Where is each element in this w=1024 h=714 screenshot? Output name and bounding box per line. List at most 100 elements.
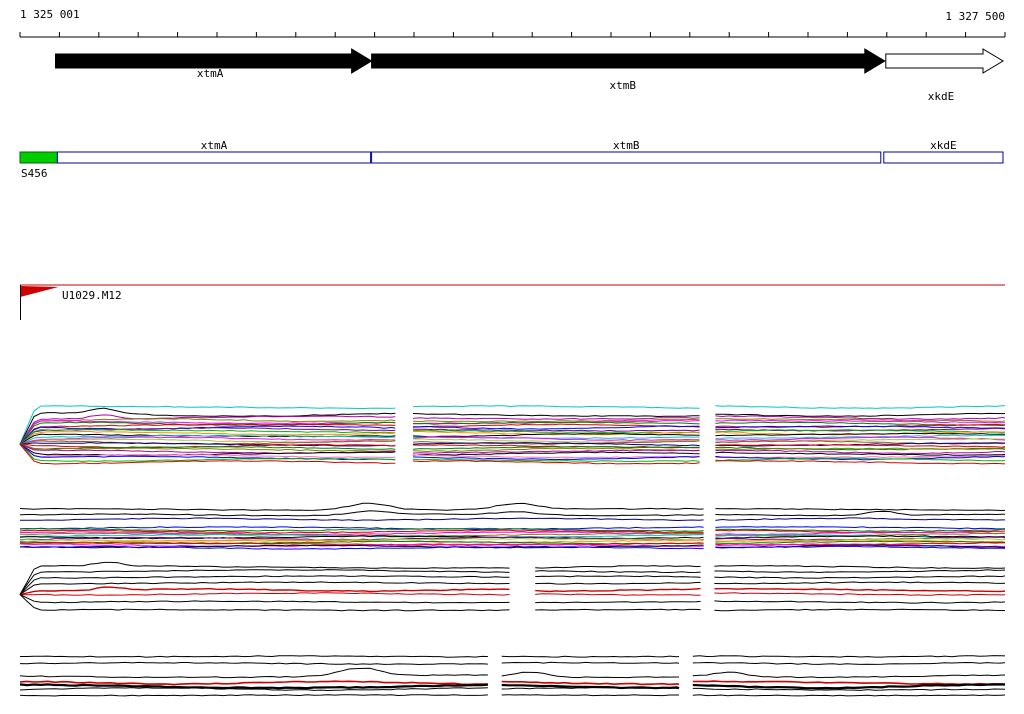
trace-line: [715, 449, 1006, 455]
clone-label: S456: [21, 167, 48, 180]
gene-label: xtmA: [197, 67, 224, 80]
trace-line: [715, 517, 1005, 521]
trace-line: [715, 434, 1006, 439]
trace-line: [19, 687, 488, 692]
trace-line: [413, 425, 700, 430]
trace-line: [19, 418, 396, 445]
trace-line: [715, 510, 1006, 517]
trace-line: [535, 581, 701, 585]
marker-wedge[interactable]: [20, 286, 59, 297]
trace-line: [412, 417, 700, 420]
trace-line: [19, 536, 704, 541]
marker-track: [20, 284, 1005, 320]
trace-line: [19, 581, 510, 595]
trace-line: [714, 592, 1006, 596]
gene-arrow-xtmA[interactable]: [55, 48, 373, 74]
read-pair-track-3: [19, 561, 1006, 612]
trace-line: [412, 418, 700, 423]
gene-arrow-xkdE[interactable]: [885, 48, 1004, 74]
trace-line: [715, 405, 1005, 409]
trace-line: [412, 445, 700, 450]
trace-line: [715, 412, 1006, 417]
trace-line: [19, 407, 396, 445]
trace-line: [413, 421, 700, 425]
trace-line: [19, 526, 704, 531]
trace-line: [19, 569, 510, 595]
trace-line: [715, 535, 1006, 539]
trace-line: [412, 413, 700, 418]
trace-line: [19, 443, 396, 459]
trace-line: [412, 429, 700, 434]
trace-line: [412, 442, 700, 447]
trace-line: [535, 593, 701, 596]
trace-line: [19, 443, 396, 450]
trace-line: [715, 415, 1006, 420]
gene-label: xkdE: [928, 90, 955, 103]
trace-line: [412, 454, 700, 459]
trace-line: [501, 655, 680, 658]
trace-line: [412, 423, 700, 428]
trace-line: [20, 655, 488, 658]
annotation-track: xtmA xtmB xkdE: [19, 139, 1004, 164]
gene-arrow-xtmB[interactable]: [371, 48, 886, 74]
trace-line: [19, 434, 396, 445]
trace-line: [412, 451, 700, 456]
trace-line: [715, 436, 1006, 441]
trace-line: [501, 661, 680, 664]
trace-line: [535, 570, 701, 574]
trace-line: [715, 460, 1006, 465]
trace-line: [412, 449, 700, 454]
ruler-start-label: 1 325 001: [20, 8, 80, 21]
trace-line: [715, 451, 1006, 456]
trace-line: [19, 502, 704, 511]
trace-line: [692, 683, 1006, 690]
annotation-box-xtmB[interactable]: [371, 151, 882, 164]
trace-line: [412, 438, 700, 443]
clone-box[interactable]: [19, 151, 58, 164]
annotation-label: xtmA: [201, 139, 228, 152]
trace-line: [412, 456, 700, 461]
trace-line: [715, 425, 1006, 429]
trace-line: [19, 443, 396, 465]
marker-label: U1029.M12: [62, 289, 122, 302]
trace-line: [501, 680, 680, 686]
trace-line: [501, 694, 679, 697]
trace-tracks: [19, 405, 1006, 697]
trace-line: [715, 532, 1006, 537]
trace-line: [412, 430, 700, 436]
trace-line: [692, 694, 1006, 697]
trace-line: [715, 455, 1006, 461]
trace-line: [692, 687, 1006, 691]
trace-line: [412, 436, 700, 442]
trace-line: [19, 532, 704, 537]
alignment-track-2: [19, 502, 1006, 550]
trace-line: [714, 608, 1006, 612]
trace-line: [19, 420, 396, 445]
trace-line: [19, 517, 704, 522]
trace-line: [715, 419, 1006, 424]
trace-line: [715, 545, 1006, 550]
trace-line: [692, 661, 1006, 665]
trace-line: [714, 587, 1006, 593]
trace-line: [714, 564, 1006, 569]
trace-line: [412, 447, 700, 453]
trace-line: [535, 565, 701, 569]
annotation-box-xtmA[interactable]: [56, 151, 372, 164]
trace-line: [535, 575, 701, 578]
trace-line: [715, 443, 1006, 448]
trace-line: [715, 427, 1005, 432]
conservation-track-1: [19, 405, 1006, 465]
trace-line: [715, 440, 1006, 445]
trace-line: [535, 600, 701, 604]
trace-line: [19, 529, 704, 534]
trace-line: [19, 537, 704, 542]
trace-line: [19, 543, 704, 548]
annotation-box-xkdE[interactable]: [883, 151, 1004, 164]
trace-line: [19, 683, 488, 690]
trace-line: [715, 457, 1006, 462]
trace-line: [19, 430, 396, 445]
trace-line: [19, 414, 396, 445]
trace-line: [19, 438, 396, 445]
trace-line: [715, 544, 1005, 548]
trace-line: [715, 432, 1006, 437]
